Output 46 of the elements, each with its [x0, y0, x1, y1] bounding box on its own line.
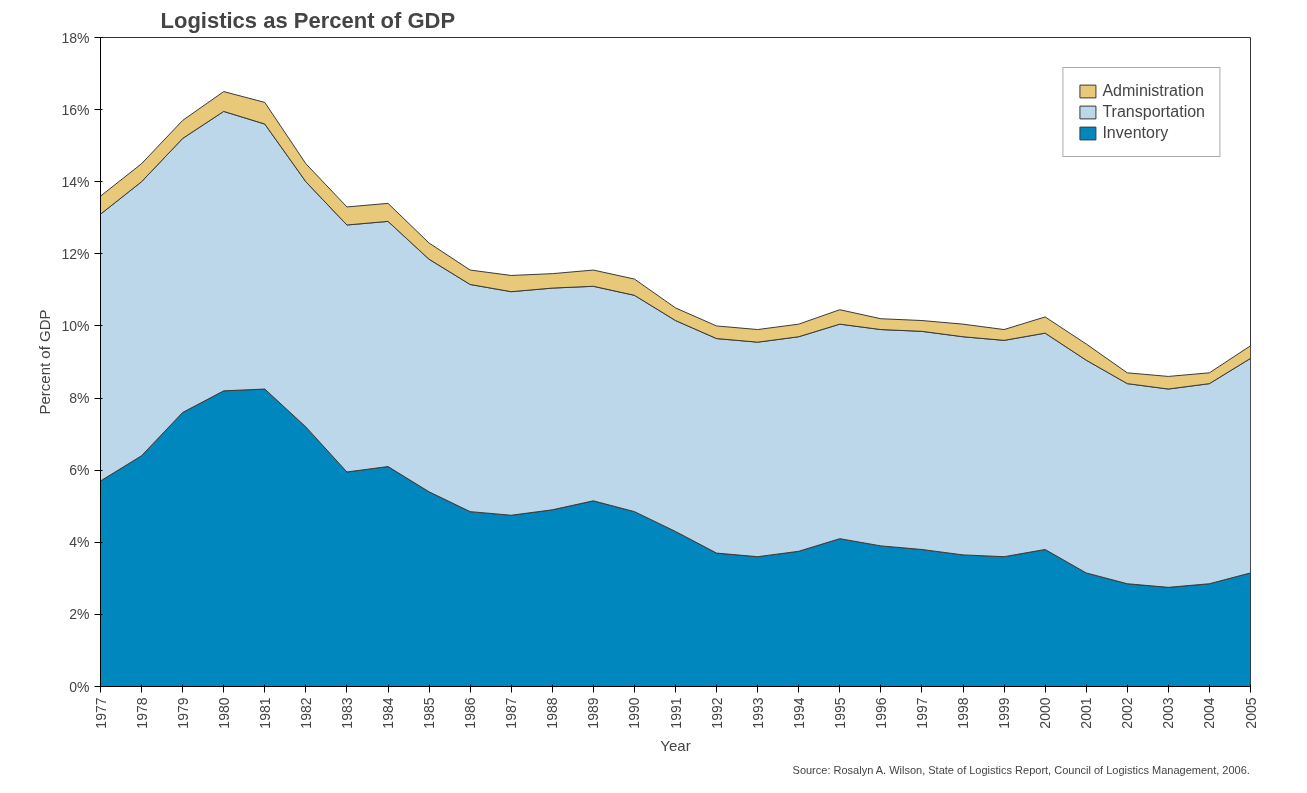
x-tick-label: 1999 — [996, 697, 1013, 729]
y-axis-title: Percent of GDP — [36, 309, 54, 415]
x-tick-label: 2002 — [1119, 697, 1136, 729]
x-tick-label: 1986 — [462, 697, 479, 729]
x-tick-label: 1982 — [297, 697, 314, 729]
x-tick-label: 1981 — [256, 697, 273, 729]
legend-label: Transportation — [1102, 103, 1205, 121]
x-tick-label: 2003 — [1160, 697, 1177, 729]
x-tick-label: 1977 — [92, 697, 109, 729]
y-tick-label: 12% — [61, 245, 90, 262]
y-tick-label: 6% — [69, 462, 90, 479]
x-axis-title: Year — [660, 736, 691, 754]
x-tick-label: 1978 — [133, 697, 150, 729]
legend-label: Administration — [1102, 82, 1204, 100]
x-tick-label: 1985 — [421, 697, 438, 729]
x-tick-label: 2005 — [1242, 697, 1259, 729]
x-tick-label: 1980 — [215, 697, 232, 729]
x-tick-label: 1998 — [955, 697, 971, 729]
x-tick-label: 1983 — [338, 697, 355, 729]
x-tick-label: 1992 — [708, 697, 725, 729]
x-tick-label: 1991 — [667, 697, 684, 729]
y-tick-label: 0% — [69, 678, 90, 695]
x-tick-label: 1994 — [790, 697, 807, 729]
x-tick-label: 2004 — [1201, 697, 1218, 729]
x-tick-label: 1993 — [749, 697, 766, 729]
x-tick-label: 1990 — [626, 697, 643, 729]
x-tick-label: 1988 — [544, 697, 561, 729]
x-tick-label: 1997 — [913, 697, 930, 729]
x-tick-label: 1987 — [503, 697, 520, 729]
legend-label: Inventory — [1102, 124, 1169, 142]
x-tick-label: 2000 — [1037, 697, 1054, 729]
y-tick-label: 18% — [61, 29, 90, 46]
x-tick-label: 2001 — [1078, 697, 1095, 729]
x-tick-label: 1995 — [831, 697, 848, 729]
source-note: Source: Rosalyn A. Wilson, State of Logistics Report, Council of Logistics Management, 2006. — [792, 763, 1250, 776]
x-tick-label: 1979 — [174, 697, 191, 729]
y-tick-label: 16% — [61, 101, 90, 118]
y-tick-label: 2% — [69, 606, 90, 623]
x-tick-label: 1996 — [872, 697, 889, 729]
x-tick-label: 1989 — [585, 697, 602, 729]
y-tick-label: 14% — [61, 173, 90, 190]
x-tick-label: 1984 — [380, 697, 396, 729]
y-tick-label: 8% — [69, 390, 90, 407]
y-tick-label: 4% — [69, 534, 90, 551]
y-tick-label: 10% — [61, 317, 90, 334]
chart-title: Logistics as Percent of GDP — [160, 7, 456, 33]
